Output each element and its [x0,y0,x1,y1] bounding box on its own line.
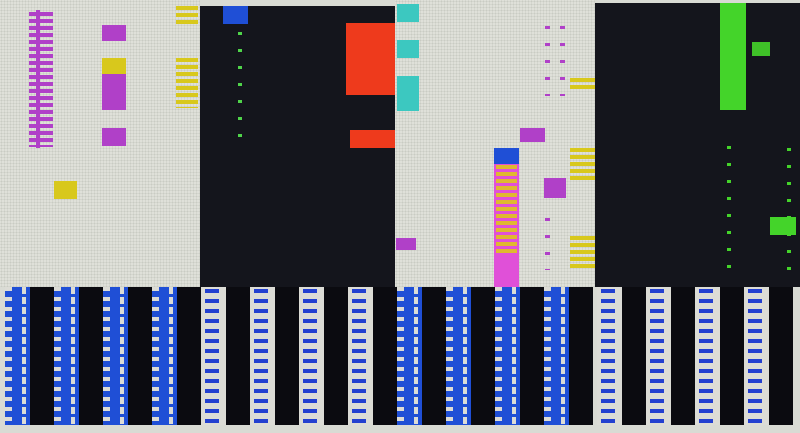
cyan-sprite [397,40,419,58]
bottom-column [695,287,744,427]
magenta-ladder-sprite [29,12,53,147]
green-small-sprite [752,42,770,56]
bottom-column [5,287,54,425]
yellow-strip-sprite [176,6,198,24]
yellow-strip-sprite [570,236,595,268]
tower-yellow-pattern [496,165,517,253]
magenta-dots-column [545,218,550,270]
bottom-column [744,287,793,427]
magenta-hook-sprite [520,128,545,142]
cyan-sprite [397,4,419,22]
tower-cap-blue [494,148,519,164]
bottom-column [597,287,646,427]
bottom-column [348,287,397,427]
green-dots-column [787,148,791,283]
magenta-tiny-sprite [396,238,416,250]
yellow-strip-sprite [570,148,595,180]
yellow-strip-sprite [176,58,198,108]
bottom-column [152,287,201,425]
green-dots-column [727,146,731,276]
bottom-column [397,287,446,425]
magenta-block-sprite [102,25,126,41]
bottom-column [103,287,152,425]
magenta-small-sprite [102,128,126,146]
blue-player-sprite [223,6,248,24]
bottom-column [495,287,544,425]
green-block-small [770,217,796,235]
yellow-small-sprite [54,181,77,199]
bottom-column [201,287,250,427]
magenta-dots-column [545,26,550,96]
bottom-column [646,287,695,427]
bottom-column [54,287,103,425]
bottom-column [446,287,495,425]
red-enemy-small [350,130,395,148]
yellow-cross-sprite [102,58,126,74]
cyan-sprite [397,76,419,111]
green-dotted-trail [238,32,242,144]
magenta-block-sprite [102,72,126,110]
magenta-dots-column [560,26,565,96]
bottom-column [299,287,348,427]
bottom-column [544,287,593,425]
bottom-column [250,287,299,427]
yellow-strip-sprite [570,78,595,92]
magenta-small-sprite [544,178,566,198]
magenta-ladder-spine [36,10,40,148]
red-enemy-block [346,23,395,95]
green-block-sprite [720,3,746,110]
